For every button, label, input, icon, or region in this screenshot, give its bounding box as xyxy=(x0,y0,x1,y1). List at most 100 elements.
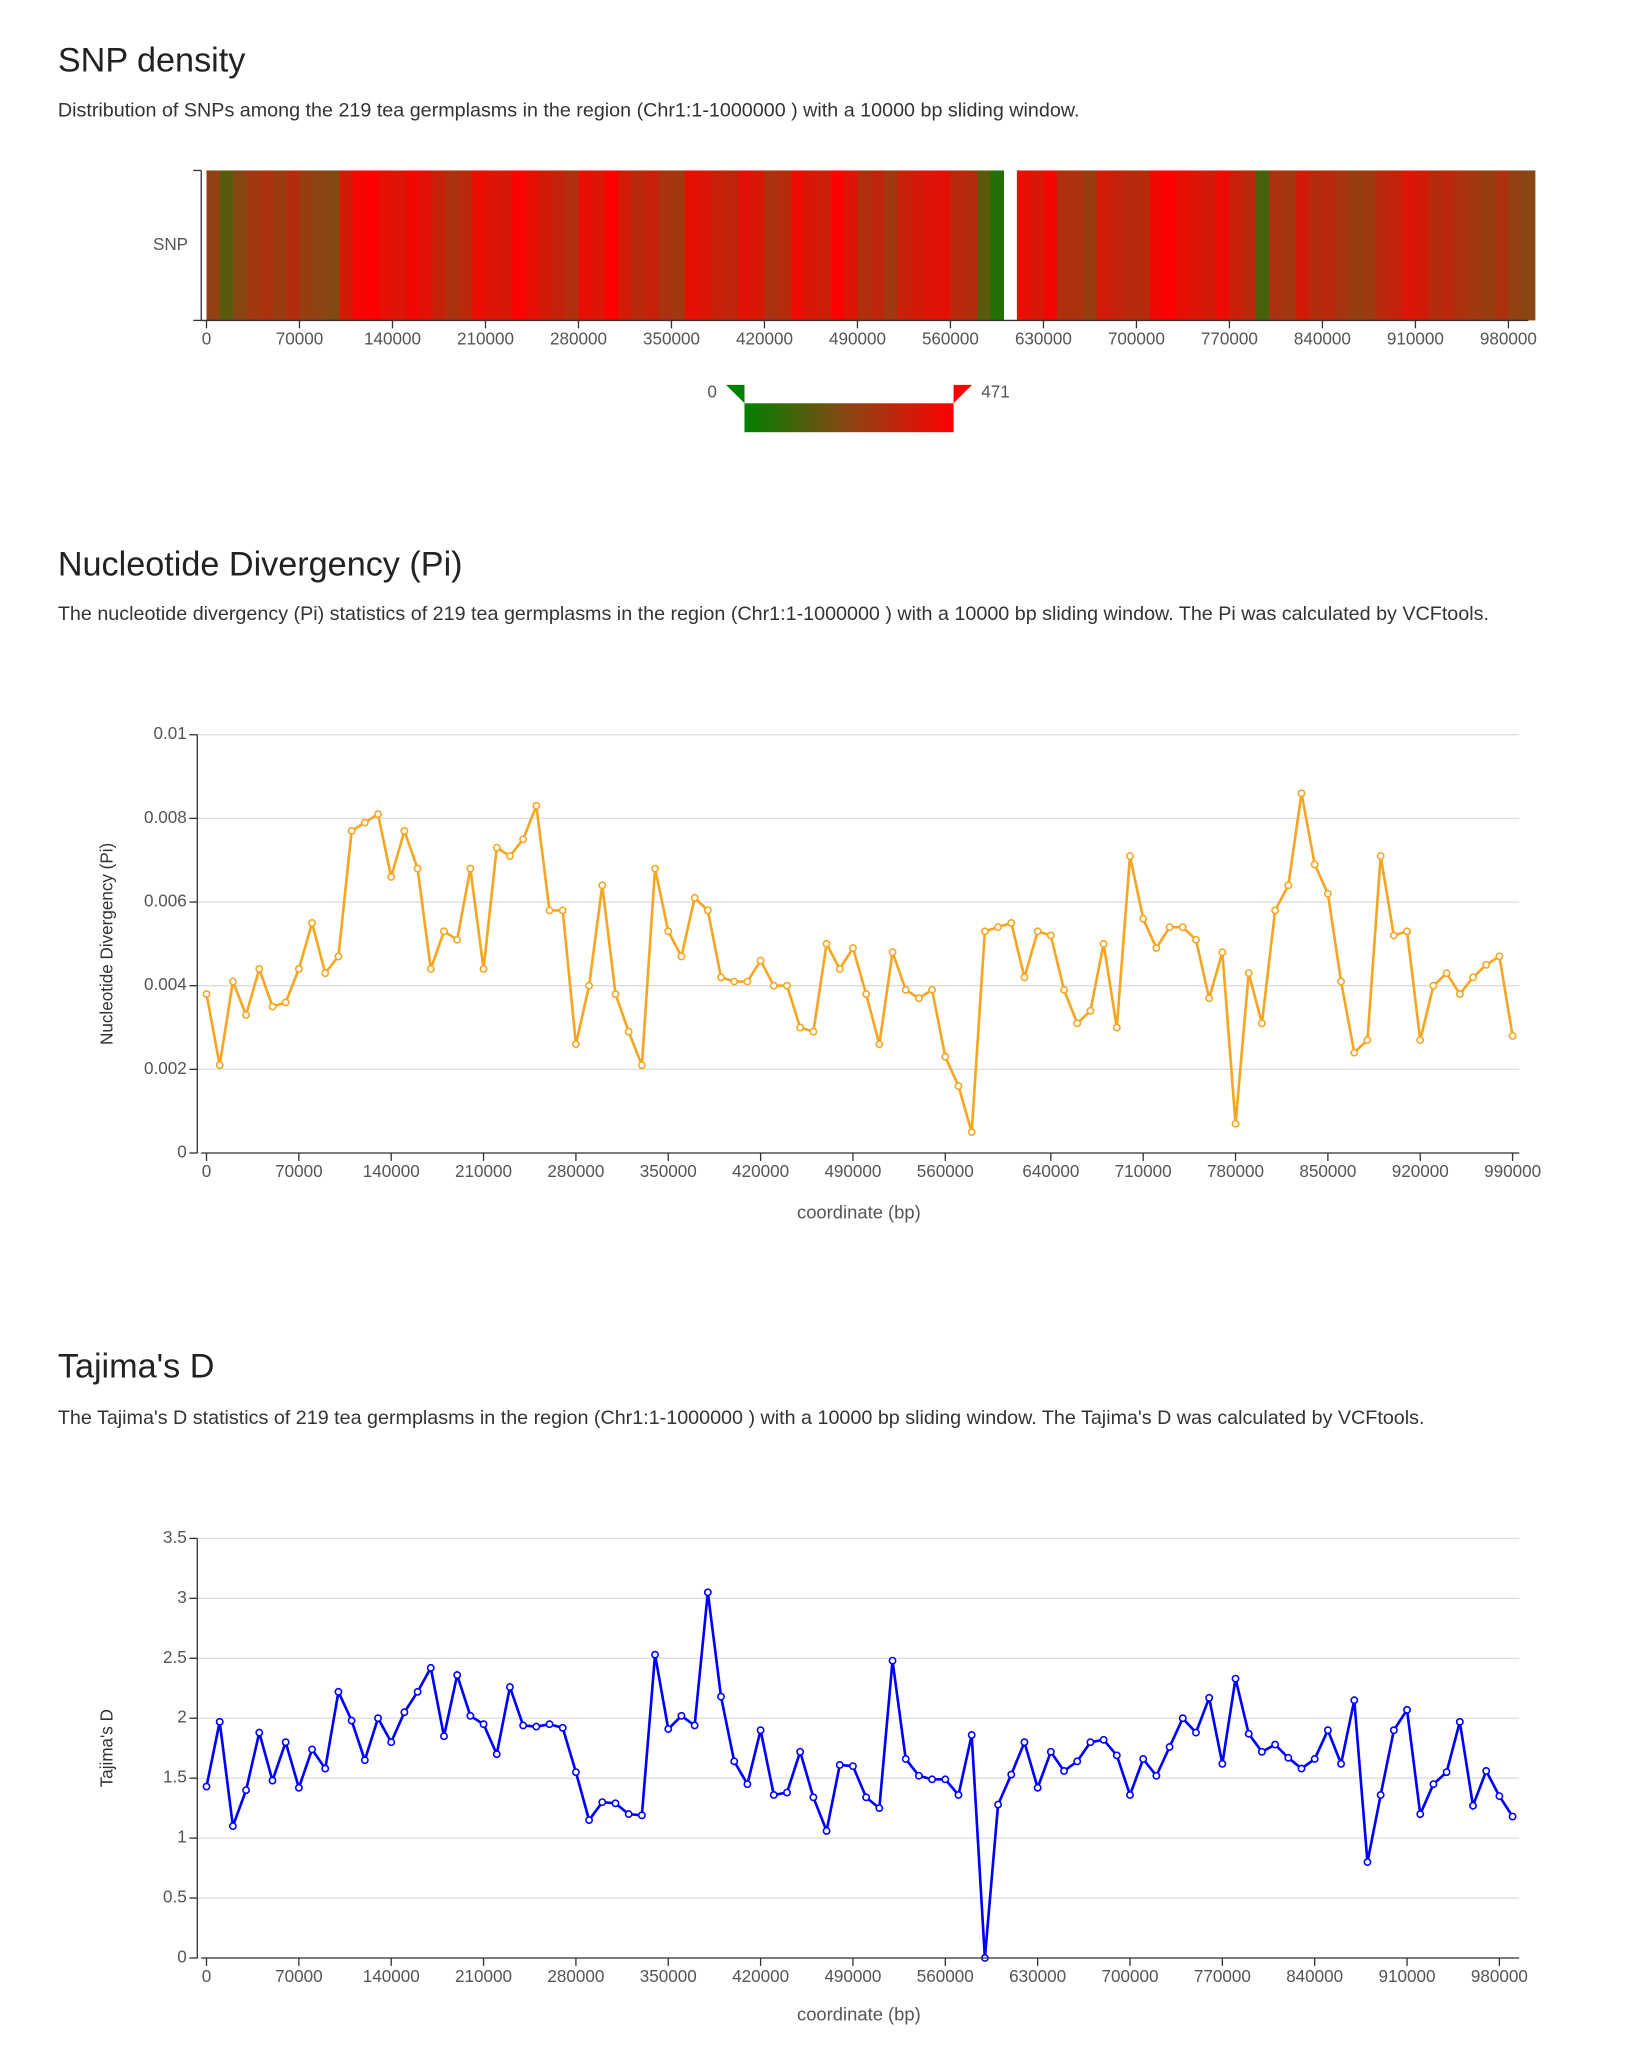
data-point xyxy=(664,1725,673,1733)
data-point xyxy=(334,1687,343,1696)
data-point xyxy=(1060,1767,1068,1775)
heat-cell xyxy=(1495,170,1509,321)
data-point xyxy=(1389,931,1398,940)
data-point xyxy=(1284,1753,1293,1762)
heat-cell xyxy=(206,170,221,321)
data-point xyxy=(492,843,501,852)
heat-cell xyxy=(392,170,407,321)
heat-cell xyxy=(963,170,978,321)
data-point xyxy=(1205,994,1214,1003)
data-point xyxy=(769,1791,778,1799)
color-bar-min-label: 0 xyxy=(707,382,717,401)
x-tick-label: 770000 xyxy=(1194,1967,1251,1986)
heat-cell xyxy=(1335,170,1350,321)
data-point xyxy=(1455,990,1464,999)
data-point xyxy=(651,864,660,873)
heat-cell xyxy=(817,170,832,321)
data-point xyxy=(809,1793,818,1802)
data-point xyxy=(1007,919,1016,927)
data-point xyxy=(281,998,290,1007)
heat-cell xyxy=(644,170,659,321)
data-point xyxy=(994,923,1003,932)
data-point xyxy=(1218,1759,1227,1768)
data-point xyxy=(479,965,488,973)
heat-cell xyxy=(1070,170,1084,321)
data-point xyxy=(492,1750,501,1759)
heat-cell xyxy=(764,170,779,321)
x-tick-label: 0 xyxy=(202,330,212,349)
data-point xyxy=(294,1783,303,1792)
heat-cell xyxy=(844,170,858,321)
data-point xyxy=(1416,1036,1425,1045)
section-title: SNP density xyxy=(58,42,246,80)
x-tick-label: 840000 xyxy=(1286,1967,1343,1986)
data-point xyxy=(1363,1858,1372,1867)
x-tick-label: 140000 xyxy=(364,330,421,349)
data-point xyxy=(1337,977,1346,986)
heat-cell xyxy=(804,170,818,321)
heat-cell xyxy=(538,170,553,321)
heat-cell xyxy=(684,170,699,321)
heat-cell xyxy=(1256,170,1270,321)
data-point xyxy=(571,1768,580,1777)
x-tick-label: 420000 xyxy=(732,1967,789,1986)
data-point xyxy=(849,1762,857,1771)
data-point xyxy=(334,952,343,961)
data-point xyxy=(954,1791,963,1799)
data-point xyxy=(624,1810,633,1819)
x-tick-label: 630000 xyxy=(1009,1967,1066,1986)
data-point xyxy=(1112,1751,1121,1760)
data-point xyxy=(730,977,739,986)
x-tick-label: 980000 xyxy=(1480,330,1537,349)
heat-cell xyxy=(1083,170,1097,321)
heat-cell xyxy=(1348,170,1363,321)
heat-cell xyxy=(233,170,247,321)
x-tick-label: 560000 xyxy=(917,1967,974,1986)
data-point xyxy=(835,1761,844,1769)
x-tick-label: 490000 xyxy=(824,1967,881,1986)
heat-cell xyxy=(950,170,965,321)
heat-cell xyxy=(977,170,991,321)
data-point xyxy=(242,1786,251,1795)
data-point xyxy=(400,1708,409,1717)
data-point xyxy=(1178,1714,1187,1723)
data-point xyxy=(387,873,396,881)
data-point xyxy=(743,977,752,986)
data-point xyxy=(1297,789,1306,798)
x-tick-label: 350000 xyxy=(640,1162,697,1181)
data-point xyxy=(1482,1767,1491,1775)
x-tick-label: 70000 xyxy=(275,1967,323,1986)
data-point xyxy=(202,1782,211,1791)
y-tick-label: 3 xyxy=(177,1588,187,1607)
heat-cell xyxy=(937,170,951,321)
data-point xyxy=(1205,1693,1214,1702)
section-description: Distribution of SNPs among the 219 tea g… xyxy=(58,99,1080,121)
data-point xyxy=(717,973,725,982)
data-point xyxy=(321,1764,330,1773)
data-point xyxy=(598,1798,607,1807)
data-point xyxy=(1244,969,1253,978)
series-line xyxy=(205,1592,1514,1959)
color-bar-handle xyxy=(726,384,745,404)
x-axis-label: coordinate (bp) xyxy=(797,1201,921,1222)
data-point xyxy=(1310,860,1319,869)
data-point xyxy=(242,1011,251,1019)
series-line xyxy=(205,793,1514,1133)
data-point xyxy=(360,1756,369,1765)
heat-cell xyxy=(1521,170,1536,321)
heat-cell xyxy=(1163,170,1177,321)
x-tick-label: 420000 xyxy=(732,1162,789,1181)
heat-cell xyxy=(724,170,739,321)
data-point xyxy=(703,1588,712,1597)
data-point xyxy=(308,919,316,927)
data-point xyxy=(1429,1780,1438,1789)
y-category-label: SNP xyxy=(153,235,188,254)
data-point xyxy=(1060,985,1068,994)
heat-cell xyxy=(1481,170,1496,321)
heat-cell xyxy=(1362,170,1376,321)
data-point xyxy=(835,965,844,973)
data-point xyxy=(677,952,686,961)
data-point xyxy=(637,1061,646,1070)
heat-cell xyxy=(525,170,540,321)
data-point xyxy=(585,1816,594,1825)
